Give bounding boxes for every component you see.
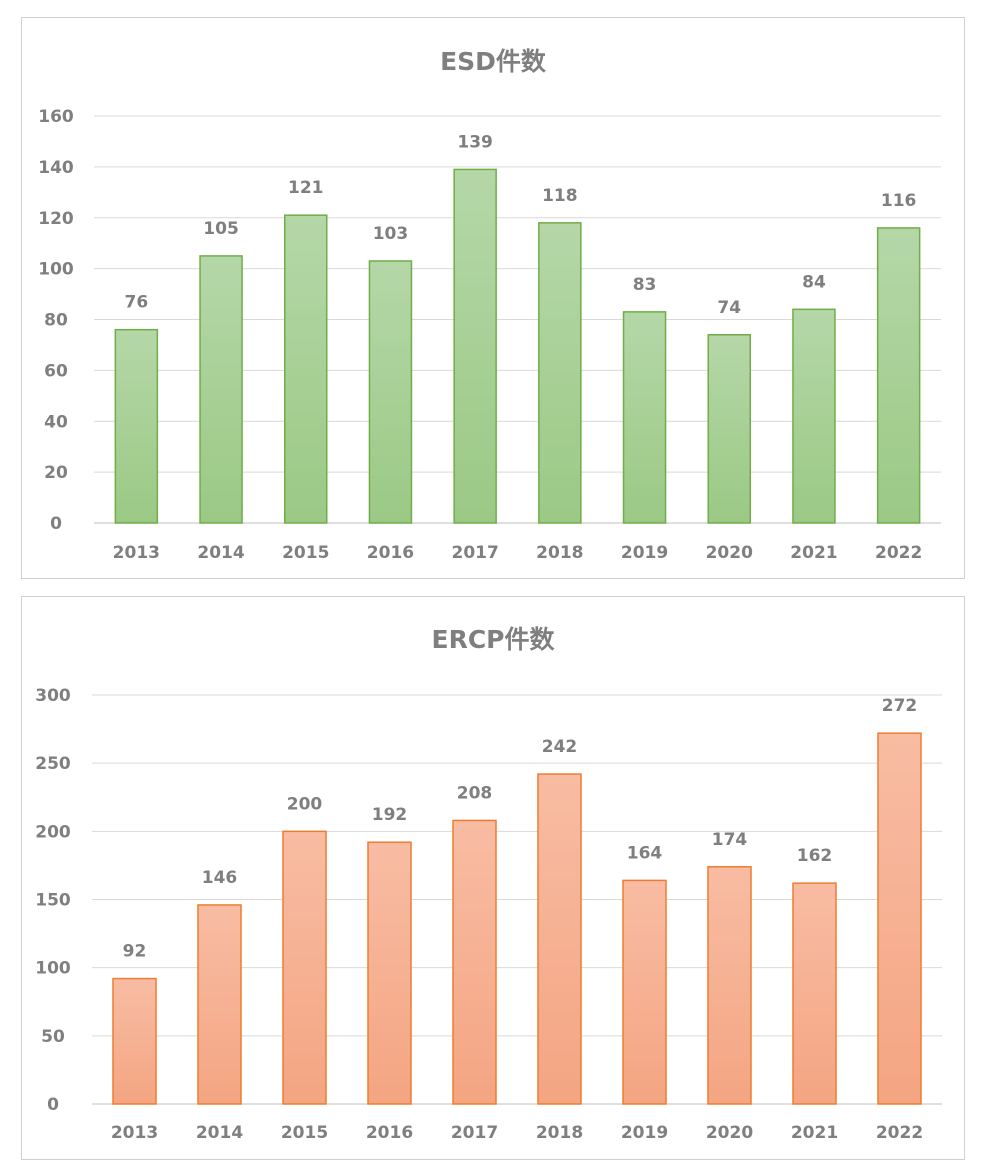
ercp-y-tick-label: 300 (35, 686, 71, 706)
ercp-data-label-2018: 242 (542, 737, 578, 757)
esd-bar-2016 (368, 260, 413, 524)
esd-x-tick-label-2015: 2015 (282, 543, 329, 563)
esd-data-label-2021: 84 (802, 272, 826, 292)
esd-data-label-2015: 121 (288, 178, 324, 198)
esd-data-label-2020: 74 (717, 298, 741, 318)
ercp-data-label-2017: 208 (457, 783, 493, 803)
esd-y-tick-label: 80 (44, 311, 68, 331)
esd-x-tick-label-2019: 2019 (621, 543, 668, 563)
ercp-x-tick-label-2022: 2022 (876, 1123, 923, 1143)
ercp-bar-2017 (452, 819, 497, 1105)
ercp-data-label-2013: 92 (123, 942, 147, 962)
ercp-x-tick-label-2016: 2016 (366, 1123, 413, 1143)
esd-data-label-2017: 139 (457, 132, 493, 152)
esd-x-tick-label-2020: 2020 (706, 543, 753, 563)
esd-chart: ESD件数 0 20 40 60 80 100 120 140 160 76 2013 105 2014… (38, 47, 941, 563)
ercp-bar-2013 (112, 977, 157, 1105)
esd-y-tick-label: 140 (38, 158, 74, 178)
esd-x-tick-label-2014: 2014 (197, 543, 244, 563)
ercp-data-label-2014: 146 (202, 868, 238, 888)
ercp-bar-2020 (707, 866, 752, 1105)
ercp-bar-2018 (537, 773, 582, 1105)
esd-bar-2020 (707, 334, 751, 524)
esd-x-tick-label-2017: 2017 (451, 543, 498, 563)
ercp-bar-2014 (197, 904, 242, 1105)
esd-y-tick-label: 160 (38, 107, 74, 127)
ercp-y-tick-label: 50 (41, 1027, 65, 1047)
ercp-y-tick-label: 250 (35, 754, 71, 774)
ercp-x-tick-label-2018: 2018 (536, 1123, 583, 1143)
ercp-y-tick-label: 200 (35, 822, 71, 842)
esd-bar-2013 (114, 328, 159, 524)
esd-bar-2017 (453, 168, 497, 524)
ercp-chart: ERCP件数 0 50 100 150 200 250 300 92 2013 146 2014 20… (35, 625, 942, 1143)
ercp-y-tick-label: 100 (35, 959, 71, 979)
esd-x-tick-label-2013: 2013 (113, 543, 160, 563)
esd-bar-2019 (622, 311, 667, 524)
ercp-x-tick-label-2021: 2021 (791, 1123, 838, 1143)
ercp-bar-2019 (622, 879, 667, 1105)
ercp-data-label-2021: 162 (797, 846, 833, 866)
ercp-y-tick-label: 0 (47, 1095, 59, 1115)
esd-x-tick-label-2018: 2018 (536, 543, 583, 563)
esd-x-tick-label-2022: 2022 (875, 543, 922, 563)
esd-bar-2014 (199, 255, 243, 524)
esd-data-label-2019: 83 (633, 275, 657, 295)
esd-data-label-2013: 76 (125, 293, 149, 313)
esd-bar-2015 (284, 214, 328, 524)
esd-y-tick-label: 60 (44, 361, 68, 381)
ercp-chart-panel: ERCP件数 0 50 100 150 200 250 300 92 2013 146 2014 20… (21, 596, 965, 1160)
esd-data-label-2014: 105 (203, 219, 239, 239)
ercp-x-tick-label-2014: 2014 (196, 1123, 243, 1143)
ercp-x-tick-label-2019: 2019 (621, 1123, 668, 1143)
esd-bar-2022 (876, 227, 921, 524)
esd-y-tick-label: 40 (44, 412, 68, 432)
esd-y-tick-label: 120 (38, 209, 74, 229)
ercp-x-tick-label-2020: 2020 (706, 1123, 753, 1143)
ercp-data-label-2022: 272 (882, 696, 918, 716)
ercp-x-tick-label-2015: 2015 (281, 1123, 328, 1143)
ercp-bar-2022 (877, 732, 922, 1105)
esd-bar-2018 (538, 222, 582, 524)
esd-data-label-2022: 116 (881, 191, 917, 211)
ercp-bar-2016 (367, 841, 412, 1105)
esd-y-tick-label: 0 (50, 514, 62, 534)
esd-chart-panel: ESD件数 0 20 40 60 80 100 120 140 160 76 2013 105 2014… (21, 17, 965, 579)
ercp-data-label-2015: 200 (287, 794, 323, 814)
ercp-chart-title: ERCP件数 (432, 625, 556, 654)
esd-x-tick-label-2016: 2016 (367, 543, 414, 563)
esd-y-tick-label: 100 (38, 260, 74, 280)
ercp-data-label-2019: 164 (627, 843, 663, 863)
ercp-x-tick-label-2013: 2013 (111, 1123, 158, 1143)
esd-chart-title: ESD件数 (440, 47, 547, 76)
ercp-data-label-2016: 192 (372, 805, 408, 825)
esd-bar-2021 (792, 308, 836, 524)
esd-data-label-2016: 103 (373, 224, 409, 244)
ercp-y-tick-label: 150 (35, 891, 71, 911)
ercp-data-label-2020: 174 (712, 830, 748, 850)
ercp-bar-2021 (792, 882, 837, 1105)
ercp-x-tick-label-2017: 2017 (451, 1123, 498, 1143)
esd-data-label-2018: 118 (542, 186, 578, 206)
ercp-bar-2015 (282, 830, 327, 1105)
esd-y-tick-label: 20 (44, 463, 68, 483)
esd-x-tick-label-2021: 2021 (790, 543, 837, 563)
